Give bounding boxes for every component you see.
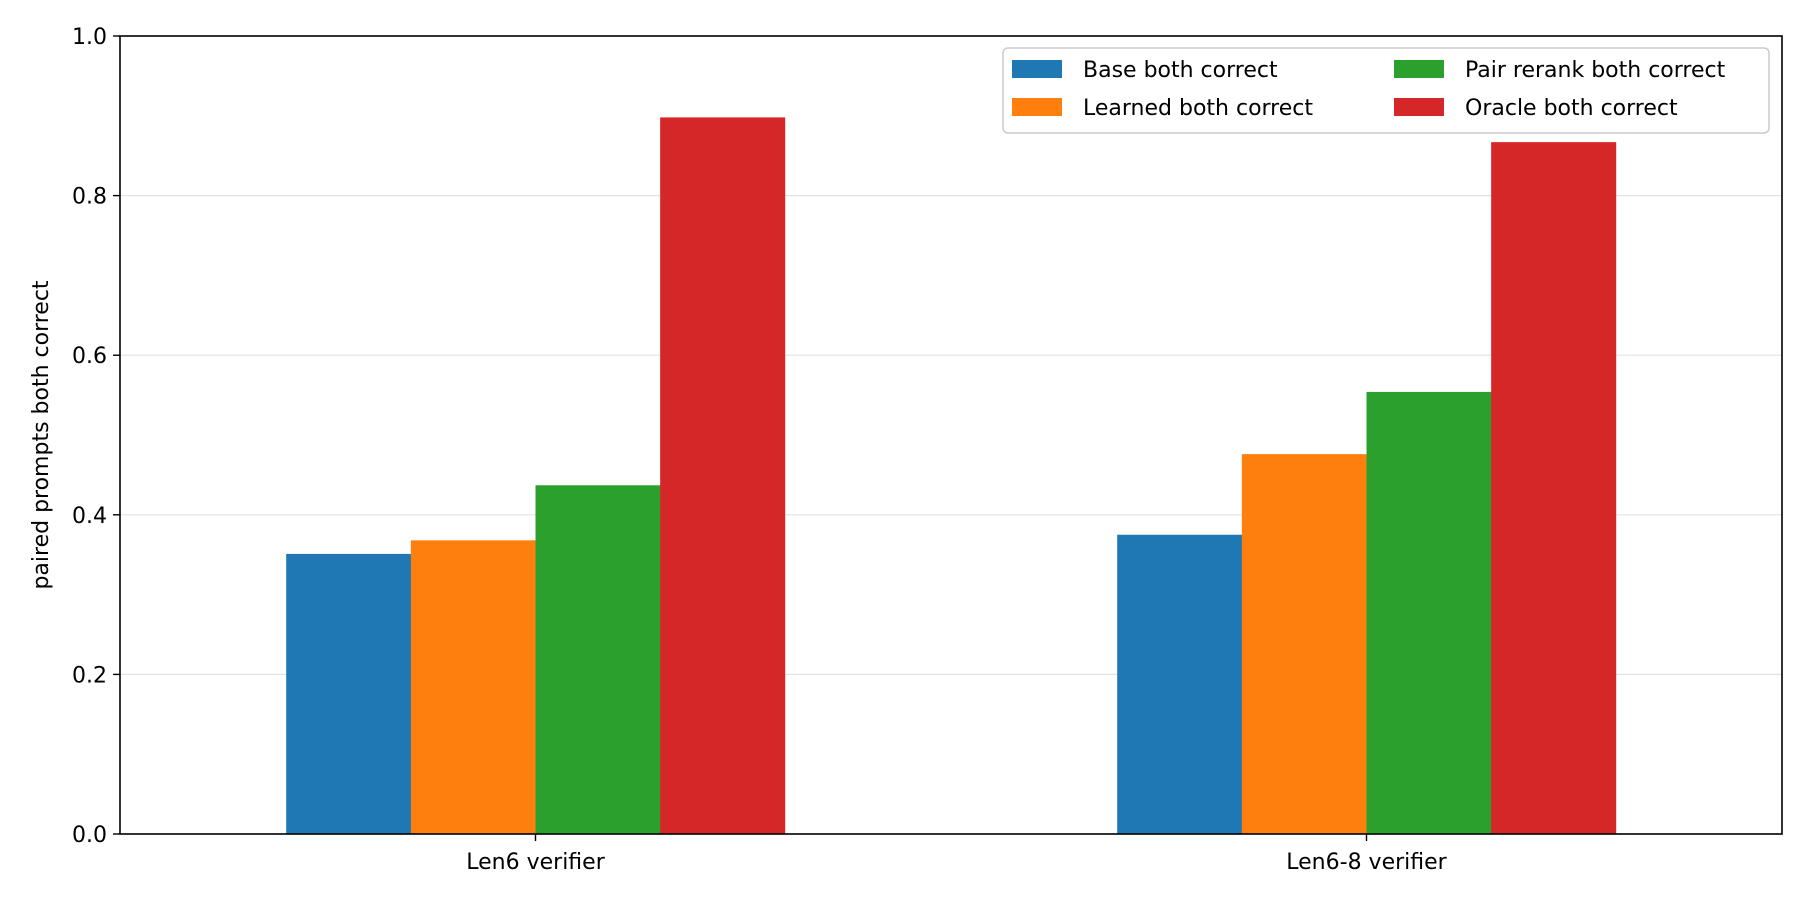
- legend-swatch: [1012, 60, 1062, 78]
- legend-label: Learned both correct: [1083, 96, 1313, 121]
- bar-2-1: [410, 540, 536, 834]
- x-axis: Len6 verifier Len6-8 verifier: [466, 834, 1448, 875]
- legend: Base both correct Learned both correct Pai…: [1002, 47, 1770, 134]
- y-tick-label: 0.4: [72, 504, 107, 529]
- bar-2-2: [1241, 454, 1367, 834]
- bar-1-2: [1117, 534, 1243, 834]
- y-tick-label: 1.0: [72, 25, 107, 50]
- legend-frame: [1002, 47, 1770, 134]
- legend-swatch: [1394, 98, 1444, 116]
- legend-label: Pair rerank both correct: [1465, 58, 1726, 83]
- y-tick-label: 0.2: [72, 663, 107, 688]
- bar-3-1: [535, 485, 661, 834]
- bar-3-2: [1366, 391, 1492, 834]
- bar-4-2: [1491, 142, 1617, 834]
- y-tick-label: 0.6: [72, 344, 107, 369]
- legend-label: Base both correct: [1083, 58, 1278, 83]
- bar-4-1: [660, 117, 786, 834]
- bars: [286, 117, 1617, 834]
- plot-frame: [119, 35, 1783, 835]
- y-axis-title: paired prompts both correct: [29, 280, 54, 589]
- x-tick-label: Len6-8 verifier: [1286, 850, 1447, 875]
- y-tick-label: 0.8: [72, 185, 107, 210]
- y-axis: 0.0 0.2 0.4 0.6 0.8 1.0: [72, 25, 120, 848]
- x-tick-label: Len6 verifier: [466, 850, 605, 875]
- legend-swatch: [1394, 60, 1444, 78]
- bar-1-1: [286, 553, 412, 834]
- legend-label: Oracle both correct: [1465, 96, 1678, 121]
- legend-swatch: [1012, 98, 1062, 116]
- y-tick-label: 0.0: [72, 823, 107, 848]
